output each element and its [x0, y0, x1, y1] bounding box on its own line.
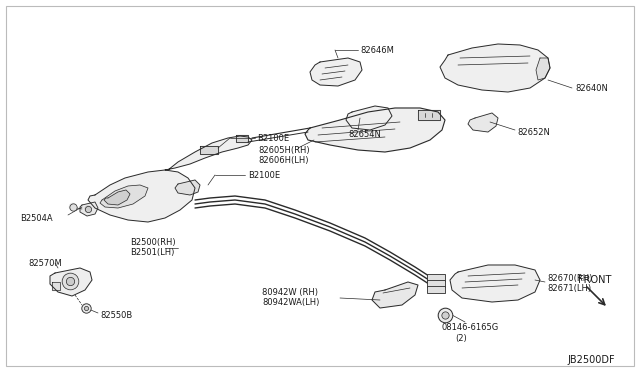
Polygon shape: [310, 58, 362, 86]
Circle shape: [85, 206, 91, 212]
Text: B2100E: B2100E: [257, 134, 289, 142]
Text: 82570M: 82570M: [28, 259, 61, 267]
Circle shape: [70, 203, 77, 211]
Text: 80942W (RH): 80942W (RH): [262, 288, 318, 296]
Circle shape: [62, 273, 78, 289]
Polygon shape: [536, 58, 550, 80]
Polygon shape: [450, 265, 540, 302]
Bar: [427, 286, 445, 293]
Text: 82605H(RH): 82605H(RH): [258, 145, 310, 154]
Circle shape: [442, 311, 449, 318]
Circle shape: [84, 306, 88, 310]
Text: B2504A: B2504A: [20, 214, 52, 222]
Text: JB2500DF: JB2500DF: [568, 355, 615, 365]
Text: (2): (2): [455, 334, 467, 343]
Circle shape: [438, 308, 452, 322]
Text: FRONT: FRONT: [578, 275, 611, 285]
Text: B2100E: B2100E: [248, 170, 280, 180]
Bar: [427, 280, 445, 287]
Text: 80942WA(LH): 80942WA(LH): [262, 298, 319, 307]
Polygon shape: [468, 113, 498, 132]
Polygon shape: [165, 136, 252, 170]
Polygon shape: [440, 44, 550, 92]
Polygon shape: [418, 110, 440, 120]
Polygon shape: [372, 282, 418, 308]
Text: 08146-6165G: 08146-6165G: [442, 324, 499, 333]
Bar: [427, 274, 445, 281]
Polygon shape: [104, 190, 130, 205]
Text: B2501(LH): B2501(LH): [130, 247, 174, 257]
Text: 82550B: 82550B: [100, 311, 132, 320]
Polygon shape: [200, 146, 218, 154]
Text: B2500(RH): B2500(RH): [130, 237, 175, 247]
Text: 82646M: 82646M: [360, 45, 394, 55]
Text: 82670(RH): 82670(RH): [547, 275, 593, 283]
Circle shape: [81, 304, 90, 312]
Polygon shape: [305, 108, 445, 152]
Text: 82671(LH): 82671(LH): [547, 285, 591, 294]
Text: 82652N: 82652N: [517, 128, 550, 137]
Text: 82606H(LH): 82606H(LH): [258, 155, 308, 164]
Polygon shape: [50, 268, 92, 296]
Polygon shape: [52, 282, 60, 290]
Text: 82640N: 82640N: [575, 83, 608, 93]
Polygon shape: [80, 202, 98, 216]
Text: 82654N: 82654N: [348, 129, 381, 138]
Polygon shape: [346, 106, 392, 130]
Text: 1: 1: [443, 312, 447, 318]
Circle shape: [66, 277, 74, 285]
Polygon shape: [236, 135, 248, 142]
Polygon shape: [100, 185, 148, 208]
Polygon shape: [88, 170, 195, 222]
Polygon shape: [175, 180, 200, 195]
